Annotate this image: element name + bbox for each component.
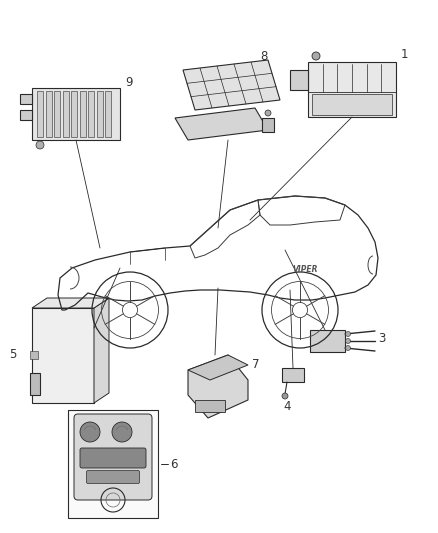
Bar — [30, 351, 38, 359]
Text: 8: 8 — [260, 51, 267, 63]
FancyBboxPatch shape — [86, 471, 139, 483]
Bar — [20, 110, 32, 120]
Circle shape — [80, 422, 100, 442]
Bar — [282, 368, 304, 382]
Bar — [32, 88, 120, 140]
Bar — [37, 91, 43, 137]
Polygon shape — [188, 355, 248, 418]
Text: 7: 7 — [252, 359, 259, 372]
Bar — [68, 410, 158, 518]
Polygon shape — [188, 355, 248, 380]
Bar — [312, 94, 392, 115]
Bar — [32, 308, 94, 403]
Polygon shape — [94, 298, 109, 403]
Circle shape — [346, 332, 350, 336]
Text: 5: 5 — [10, 349, 17, 361]
Bar — [105, 91, 111, 137]
Text: 6: 6 — [170, 457, 177, 471]
Bar — [54, 91, 60, 137]
Bar — [20, 94, 32, 104]
Bar — [308, 62, 396, 117]
Bar — [310, 330, 345, 352]
Polygon shape — [183, 60, 280, 110]
Bar — [262, 118, 274, 132]
Polygon shape — [32, 298, 109, 308]
Bar — [71, 91, 77, 137]
Circle shape — [112, 422, 132, 442]
Text: VIPER: VIPER — [292, 265, 318, 274]
Bar — [63, 91, 68, 137]
Circle shape — [36, 141, 44, 149]
Bar — [88, 91, 94, 137]
FancyBboxPatch shape — [74, 414, 152, 500]
FancyBboxPatch shape — [80, 448, 146, 468]
Text: 3: 3 — [378, 332, 385, 344]
Text: 1: 1 — [401, 47, 409, 61]
Circle shape — [282, 393, 288, 399]
Polygon shape — [175, 108, 268, 140]
Circle shape — [312, 52, 320, 60]
Bar — [96, 91, 102, 137]
Text: 9: 9 — [125, 77, 133, 90]
Bar — [290, 70, 308, 90]
Bar — [46, 91, 52, 137]
Bar — [30, 373, 40, 395]
Bar — [195, 400, 225, 412]
Circle shape — [346, 338, 350, 343]
Text: 4: 4 — [283, 400, 291, 413]
Circle shape — [346, 345, 350, 351]
Bar — [80, 91, 85, 137]
Circle shape — [265, 110, 271, 116]
